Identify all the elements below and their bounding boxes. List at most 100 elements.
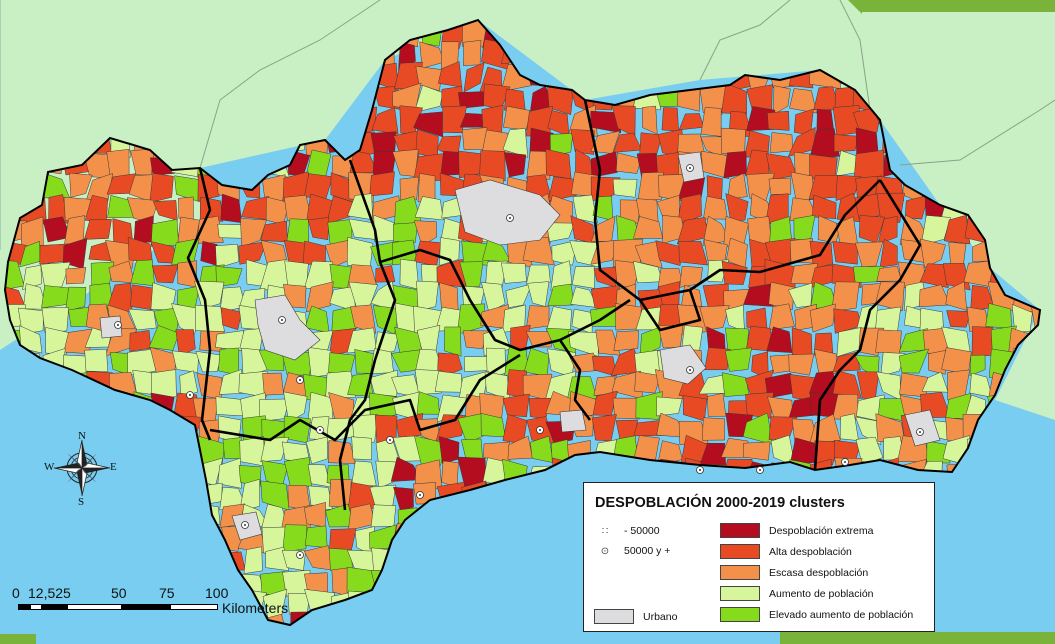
urban-symbols [114,164,924,559]
legend-item-large-pop: ⊙ 50000 y + [594,545,671,557]
compass-rose-icon [53,439,111,497]
municipality [128,308,157,331]
municipality [239,478,260,512]
municipality [634,371,661,394]
municipality [767,110,790,131]
municipality [946,310,971,328]
municipality [179,370,199,398]
city-symbol-dot [319,429,321,431]
municipality [769,132,794,154]
region-border-east [899,99,1055,166]
scale-bar: 0 12,525 50 75 100 Kilometers [12,585,342,625]
scale-seg-6 [170,604,218,610]
municipality [639,326,663,358]
municipality [372,150,397,179]
municipality [85,173,114,202]
city-symbol-dot [117,324,119,326]
municipality [240,218,267,248]
municipality [943,214,971,245]
scale-seg-2 [30,604,42,610]
municipality [351,436,372,461]
municipality [612,397,642,420]
municipality [393,222,419,245]
municipality [148,325,180,351]
municipality [832,241,858,265]
city-symbol-dot [244,524,246,526]
city-symbol-dot [689,369,691,371]
municipality [768,303,795,331]
legend-item-extreme: Despoblación extrema [720,523,873,538]
municipality [969,354,986,377]
municipality [704,347,731,371]
municipality [283,391,308,423]
municipality [503,105,532,131]
urban-area [904,409,941,447]
municipality [371,107,399,135]
compass-w: W [44,461,55,473]
municipality [678,241,709,266]
municipality [413,220,437,247]
legend: DESPOBLACIÓN 2000-2019 clusters ∷ - 5000… [583,482,935,632]
municipality [199,196,224,222]
compass-e: E [110,461,117,473]
legend-item-high: Alta despoblación [720,544,852,559]
municipality [571,266,595,289]
legend-item-small-pop: ∷ - 50000 [594,525,660,537]
municipality [875,329,902,354]
municipality [305,281,334,313]
legend-swatch-extreme [720,523,760,538]
province-border [209,353,521,442]
municipality [414,369,442,395]
municipality [215,243,240,269]
municipality [217,457,242,489]
municipality [812,194,837,220]
municipality [877,215,898,245]
municipality [414,196,444,221]
legend-item-high-increase: Elevado aumento de población [720,607,913,622]
legend-title: DESPOBLACIÓN 2000-2019 clusters [595,495,845,511]
municipality [40,261,71,289]
municipality [351,460,377,486]
municipality [17,307,45,335]
municipality [724,347,752,372]
municipality [194,304,225,333]
municipality [84,349,109,373]
municipality [655,240,682,266]
city-symbol-dot [844,461,846,463]
city-symbol-dot [699,469,701,471]
municipality [809,303,836,333]
municipality [481,282,506,313]
municipality [260,436,290,463]
municipality [570,129,595,155]
municipality [899,372,929,398]
municipality [218,347,240,376]
municipality [526,150,551,180]
scale-seg-3 [42,604,67,610]
municipality [725,193,749,223]
municipality [642,105,658,135]
municipality [813,348,837,374]
municipality [399,258,420,290]
municipality [854,149,885,181]
municipality [613,330,639,352]
municipality [149,172,174,203]
municipality [130,284,156,311]
city-dot-icon: ⊙ [600,545,610,557]
legend-label-extreme: Despoblación extrema [769,524,874,537]
legend-item-increase: Aumento de población [720,586,874,601]
municipality [945,281,968,311]
municipality [22,264,42,291]
scale-seg-5 [122,604,170,610]
province-border [558,339,592,421]
legend-label-low: Escasa despoblación [769,566,869,579]
legend-swatch-low [720,565,760,580]
land-north [0,0,1055,420]
municipality [370,504,397,528]
scale-unit: Kilometers [222,600,289,616]
municipality [415,65,443,92]
municipality [592,356,618,377]
municipality [172,350,199,373]
municipality [500,262,527,284]
municipality [745,392,774,419]
municipality [876,265,902,282]
